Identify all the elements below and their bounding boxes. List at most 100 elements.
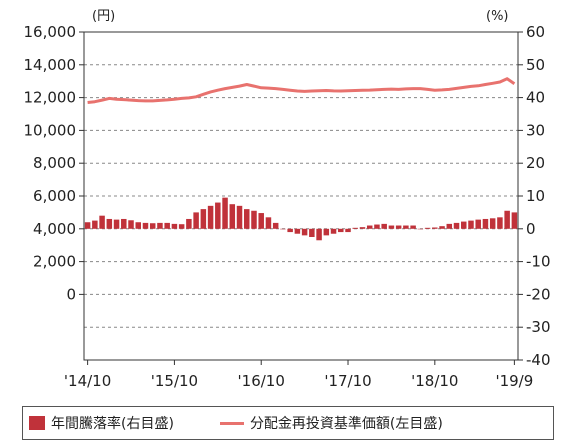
bar xyxy=(338,228,344,233)
bar xyxy=(468,220,474,229)
bar xyxy=(432,227,438,229)
bar xyxy=(403,225,409,229)
bar xyxy=(388,225,395,229)
bar xyxy=(323,228,330,236)
bar xyxy=(265,217,272,229)
bar xyxy=(446,223,453,229)
bar xyxy=(439,226,445,229)
bar xyxy=(135,222,141,229)
bar xyxy=(142,222,149,229)
legend-line-label: 分配金再投資基準価額(左目盛) xyxy=(249,416,443,432)
legend-line-swatch xyxy=(219,421,244,425)
bar-series xyxy=(84,197,518,241)
bar xyxy=(374,224,380,229)
bar xyxy=(366,225,373,229)
right-tick-label: 10 xyxy=(526,187,545,205)
bar xyxy=(193,212,199,229)
bar xyxy=(121,218,127,229)
left-axis: 16,000 14,000 12,000 10,000 8,000 6,000 4,000 2… xyxy=(24,23,84,303)
bar xyxy=(504,210,510,229)
legend-bar-label: 年間騰落率(右目盛) xyxy=(51,416,174,432)
left-tick-label: 16,000 xyxy=(24,23,77,41)
bar xyxy=(113,219,120,229)
legend-bar-swatch xyxy=(29,416,45,430)
left-tick-label: 12,000 xyxy=(24,89,77,107)
right-tick-label: -40 xyxy=(526,351,551,369)
gridlines xyxy=(84,64,518,328)
bar xyxy=(164,222,170,229)
left-tick-label: 2,000 xyxy=(33,253,76,271)
right-tick-label: -30 xyxy=(526,318,551,336)
line-series xyxy=(87,77,516,104)
bar xyxy=(84,222,91,229)
right-tick-label: 20 xyxy=(526,154,545,172)
bar xyxy=(511,212,518,229)
x-tick-label: '14/10 xyxy=(64,372,111,390)
left-tick-label: 10,000 xyxy=(24,121,77,139)
right-tick-label: 30 xyxy=(526,121,545,139)
bar xyxy=(128,220,134,229)
x-tick-label: '17/10 xyxy=(324,372,371,390)
bar xyxy=(482,218,489,229)
bar xyxy=(229,204,236,229)
legend-item-line: 分配金再投資基準価額(左目盛) xyxy=(219,413,443,433)
bar xyxy=(149,223,156,229)
bar xyxy=(345,228,351,233)
bar xyxy=(301,228,308,236)
right-tick-label: -20 xyxy=(526,285,551,303)
bar xyxy=(236,205,243,229)
legend: 年間騰落率(右目盛) 分配金再投資基準価額(左目盛) xyxy=(22,406,554,440)
bar xyxy=(287,228,293,233)
x-tick-label: '15/10 xyxy=(151,372,198,390)
bar xyxy=(309,228,315,237)
left-axis-unit: (円) xyxy=(92,9,115,24)
bar xyxy=(359,227,366,229)
left-tick-label: 14,000 xyxy=(24,56,77,74)
bar xyxy=(215,202,221,229)
bar xyxy=(222,197,228,229)
bar xyxy=(497,217,503,229)
left-tick-label: 0 xyxy=(66,285,76,303)
left-tick-label: 8,000 xyxy=(33,154,76,172)
left-tick-label: 6,000 xyxy=(33,187,76,205)
bar xyxy=(106,218,113,229)
bar xyxy=(330,228,337,234)
bar xyxy=(280,228,286,230)
bar xyxy=(453,222,460,229)
bar xyxy=(92,220,98,229)
bar xyxy=(251,210,257,229)
bar xyxy=(410,225,416,229)
bar xyxy=(178,224,185,229)
bar xyxy=(244,209,250,229)
bar xyxy=(461,221,467,229)
x-axis: '14/10 '15/10 '16/10 '17/10 '18/10 '19/9 xyxy=(64,360,533,390)
bar xyxy=(207,205,214,229)
bar xyxy=(316,228,322,241)
right-tick-label: -10 xyxy=(526,253,551,271)
left-tick-label: 4,000 xyxy=(33,220,76,238)
right-tick-label: 0 xyxy=(526,220,536,238)
bar xyxy=(157,222,163,229)
x-tick-label: '18/10 xyxy=(411,372,458,390)
bar xyxy=(200,209,207,229)
bar xyxy=(294,228,301,234)
chart: 16,000 14,000 12,000 10,000 8,000 6,000 4,000 2… xyxy=(24,9,551,390)
bar xyxy=(99,215,105,229)
bar xyxy=(424,227,431,229)
bar xyxy=(417,228,424,230)
legend-item-bar: 年間騰落率(右目盛) xyxy=(29,413,174,433)
x-tick-label: '19/9 xyxy=(495,372,533,390)
right-axis: 60 50 40 30 20 10 0 -10 -20 -30 -40 xyxy=(518,23,551,369)
bar xyxy=(475,219,481,229)
line-path xyxy=(87,77,516,104)
right-tick-label: 40 xyxy=(526,89,545,107)
bar xyxy=(395,225,402,229)
bar xyxy=(272,222,279,229)
bar xyxy=(489,218,496,229)
right-axis-unit: (%) xyxy=(486,9,509,24)
x-tick-label: '16/10 xyxy=(238,372,285,390)
bar xyxy=(186,218,192,229)
right-tick-label: 50 xyxy=(526,56,545,74)
bar xyxy=(381,223,387,229)
bar xyxy=(258,213,264,229)
